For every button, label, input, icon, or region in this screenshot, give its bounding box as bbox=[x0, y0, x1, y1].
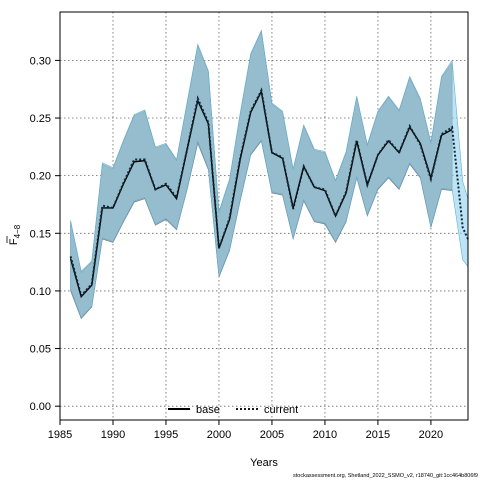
y-tick-label: 0.25 bbox=[30, 113, 51, 125]
y-tick-label: 0.00 bbox=[30, 401, 51, 413]
y-axis-title-main: F bbox=[8, 238, 20, 245]
y-tick-label: 0.15 bbox=[30, 228, 51, 240]
x-axis: 1985 1990 1995 2000 2005 2010 2015 2020 bbox=[48, 420, 443, 441]
x-tick-label: 2010 bbox=[313, 429, 337, 441]
plot-frame bbox=[59, 11, 469, 421]
x-tick-label: 2000 bbox=[207, 429, 231, 441]
y-tick-label: 0.20 bbox=[30, 171, 51, 183]
x-tick-label: 1985 bbox=[48, 429, 72, 441]
confidence-bands bbox=[70, 29, 469, 320]
x-tick-label: 2005 bbox=[260, 429, 284, 441]
y-tick-label: 0.30 bbox=[30, 55, 51, 67]
legend-current-label: current bbox=[264, 404, 298, 416]
y-axis-title: F4−8 bbox=[6, 224, 22, 245]
footnote: stockassessment.org, Shetland_2022_SSMO_… bbox=[293, 473, 478, 479]
legend: base current bbox=[168, 404, 298, 416]
y-tick-label: 0.05 bbox=[30, 344, 51, 356]
y-tick-label: 0.10 bbox=[30, 286, 51, 298]
x-tick-label: 2015 bbox=[366, 429, 390, 441]
current-line bbox=[69, 87, 469, 298]
current-confidence-band bbox=[70, 29, 469, 318]
svg-text:F4−8: F4−8 bbox=[8, 224, 22, 245]
series-lines bbox=[69, 87, 469, 299]
x-axis-title: Years bbox=[250, 457, 278, 469]
legend-base-label: base bbox=[196, 404, 220, 416]
y-axis-title-sub: 4−8 bbox=[13, 224, 22, 238]
x-tick-label: 2020 bbox=[419, 429, 443, 441]
y-axis: 0.00 0.05 0.10 0.15 0.20 0.25 0.30 bbox=[30, 55, 60, 413]
x-tick-label: 1990 bbox=[101, 429, 125, 441]
x-tick-label: 1995 bbox=[154, 429, 178, 441]
